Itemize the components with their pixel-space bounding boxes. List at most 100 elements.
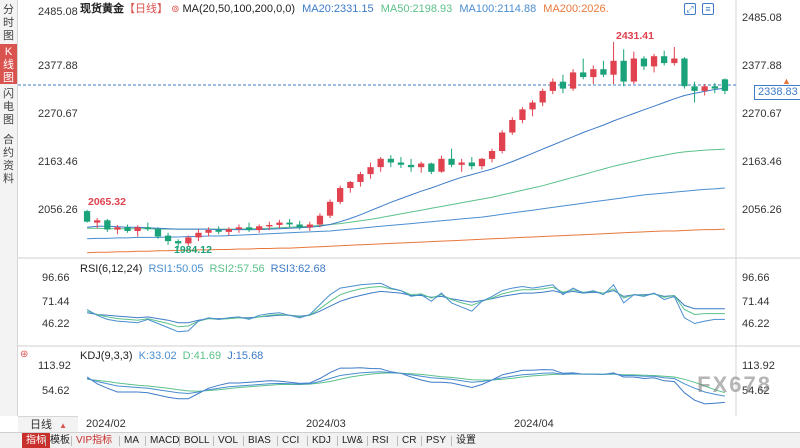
ma20-line <box>87 87 725 231</box>
rsi1-line <box>86 282 725 333</box>
rsi1-value: RSI1:50.05 <box>148 263 204 275</box>
candle-body <box>134 227 141 231</box>
rsi-title: RSI(6,12,24) <box>80 263 143 275</box>
kdj-axis-right-1: 54.62 <box>742 385 770 397</box>
toolbar-item-13[interactable]: PSY <box>426 435 447 446</box>
candle-body <box>580 72 587 77</box>
toolbar-item-6[interactable]: VOL <box>218 435 239 446</box>
indicator-toolbar: 指标 模板 VIP指标 MA MACD BOLL VOL BIAS CCI KDJ LW& RSI CR… <box>0 432 800 448</box>
chart-canvas[interactable] <box>18 0 800 416</box>
ma200-value: MA200:2026. <box>543 3 609 15</box>
high-price-label: 2431.41 <box>616 30 654 42</box>
price-axis-left-0: 2485.08 <box>38 6 78 18</box>
price-axis-right-4: 2056.26 <box>742 204 782 216</box>
rsi3-value: RSI3:62.68 <box>270 263 326 275</box>
toolbar-item-8[interactable]: CCI <box>282 435 300 446</box>
candle-body <box>377 158 384 168</box>
candle-body <box>448 158 455 165</box>
triangle-up-icon: ▲ <box>59 421 67 430</box>
candle-body <box>529 102 536 110</box>
candle-body <box>600 69 607 75</box>
rsi2-value: RSI2:57.56 <box>209 263 265 275</box>
toolbar-separator <box>119 436 120 446</box>
candle-body <box>620 60 627 82</box>
kdj-settings-icon[interactable]: ⊛ <box>20 349 29 360</box>
toolbar-item-3[interactable]: MA <box>124 435 139 446</box>
tab-contract-info[interactable]: 合约资料 <box>0 134 17 188</box>
k-value: K:33.02 <box>138 350 177 362</box>
toolbar-separator <box>179 436 180 446</box>
candle-body <box>357 174 364 182</box>
candle-body <box>195 232 202 238</box>
toolbar-separator <box>337 436 338 446</box>
rsi-axis-left-1: 71.44 <box>42 296 70 308</box>
options-icon[interactable]: ≡ <box>702 3 714 15</box>
candle-body <box>185 237 192 244</box>
toolbar-item-5[interactable]: BOLL <box>184 435 210 446</box>
toolbar-separator <box>243 436 244 446</box>
period-selector[interactable]: 日线 ▲ <box>18 416 78 432</box>
candle-body <box>83 211 91 222</box>
toolbar-separator <box>367 436 368 446</box>
candle-body <box>428 163 435 172</box>
kdj-k-line <box>86 371 725 397</box>
candle-body <box>549 81 556 91</box>
candle-body <box>245 227 253 231</box>
tab-kline[interactable]: K线图 <box>0 44 17 84</box>
tab-kline-label: K线图 <box>3 46 14 84</box>
toolbar-separator <box>421 436 422 446</box>
main-indicator-header: 现货黄金【日线】 ⊚ MA(20,50,100,200,0,0) MA20:23… <box>80 2 609 17</box>
candle-body <box>458 162 465 165</box>
candle-body <box>306 224 313 228</box>
toolbar-item-0[interactable]: 指标 <box>22 433 50 448</box>
date-label-1: 2024/03 <box>306 418 346 430</box>
toolbar-item-9[interactable]: KDJ <box>312 435 331 446</box>
toolbar-item-10[interactable]: LW& <box>342 435 363 446</box>
tab-timeshare[interactable]: 分时图 <box>0 4 17 42</box>
candle-body <box>164 235 172 242</box>
toolbar-item-11[interactable]: RSI <box>372 435 389 446</box>
candle-body <box>296 224 303 228</box>
candle-body <box>640 58 648 67</box>
toolbar-item-2[interactable]: VIP指标 <box>76 435 113 446</box>
candle-body <box>326 201 334 216</box>
toolbar-item-12[interactable]: CR <box>402 435 417 446</box>
candle-body <box>559 81 567 89</box>
toolbar-item-14[interactable]: 设置 <box>456 435 476 446</box>
ma50-line <box>87 148 725 230</box>
ma100-line <box>87 187 725 240</box>
ma100-value: MA100:2114.88 <box>459 3 537 15</box>
start-price-label: 2065.32 <box>88 196 126 208</box>
toolbar-item-1[interactable]: 模板 <box>50 435 70 446</box>
period-selector-label: 日线 <box>30 419 52 431</box>
price-up-arrow-icon: ▲ <box>782 76 791 86</box>
candle-body <box>347 182 354 188</box>
price-axis-right-0: 2485.08 <box>742 12 782 24</box>
tab-flash[interactable]: 闪电图 <box>0 88 17 128</box>
tab-flash-label: 闪电图 <box>3 88 14 126</box>
tab-timeshare-label: 分时图 <box>3 4 14 42</box>
candle-body <box>499 132 506 151</box>
candle-body <box>235 227 243 230</box>
rsi-axis-right-0: 96.66 <box>742 272 770 284</box>
candle-body <box>418 163 425 168</box>
toolbar-item-7[interactable]: BIAS <box>248 435 271 446</box>
kdj-axis-right-0: 113.92 <box>742 360 775 372</box>
ma50-value: MA50:2198.93 <box>380 3 453 15</box>
fullscreen-icon[interactable]: ⤢ <box>684 3 696 15</box>
kdj-axis-left-1: 54.62 <box>42 385 70 397</box>
candle-body <box>671 58 678 64</box>
candle-body <box>519 109 526 120</box>
toolbar-separator <box>307 436 308 446</box>
candle-body <box>681 58 688 87</box>
candle-body <box>569 72 577 89</box>
candle-body <box>478 158 486 167</box>
low-price-label: 1984.12 <box>174 244 212 256</box>
candle-body <box>650 56 658 67</box>
candle-body <box>711 86 718 89</box>
chart-area[interactable]: 现货黄金【日线】 ⊚ MA(20,50,100,200,0,0) MA20:23… <box>18 0 800 430</box>
settings-icon[interactable]: ⊚ <box>171 4 180 15</box>
toolbar-item-4[interactable]: MACD <box>150 435 180 446</box>
candle-body <box>266 225 273 227</box>
